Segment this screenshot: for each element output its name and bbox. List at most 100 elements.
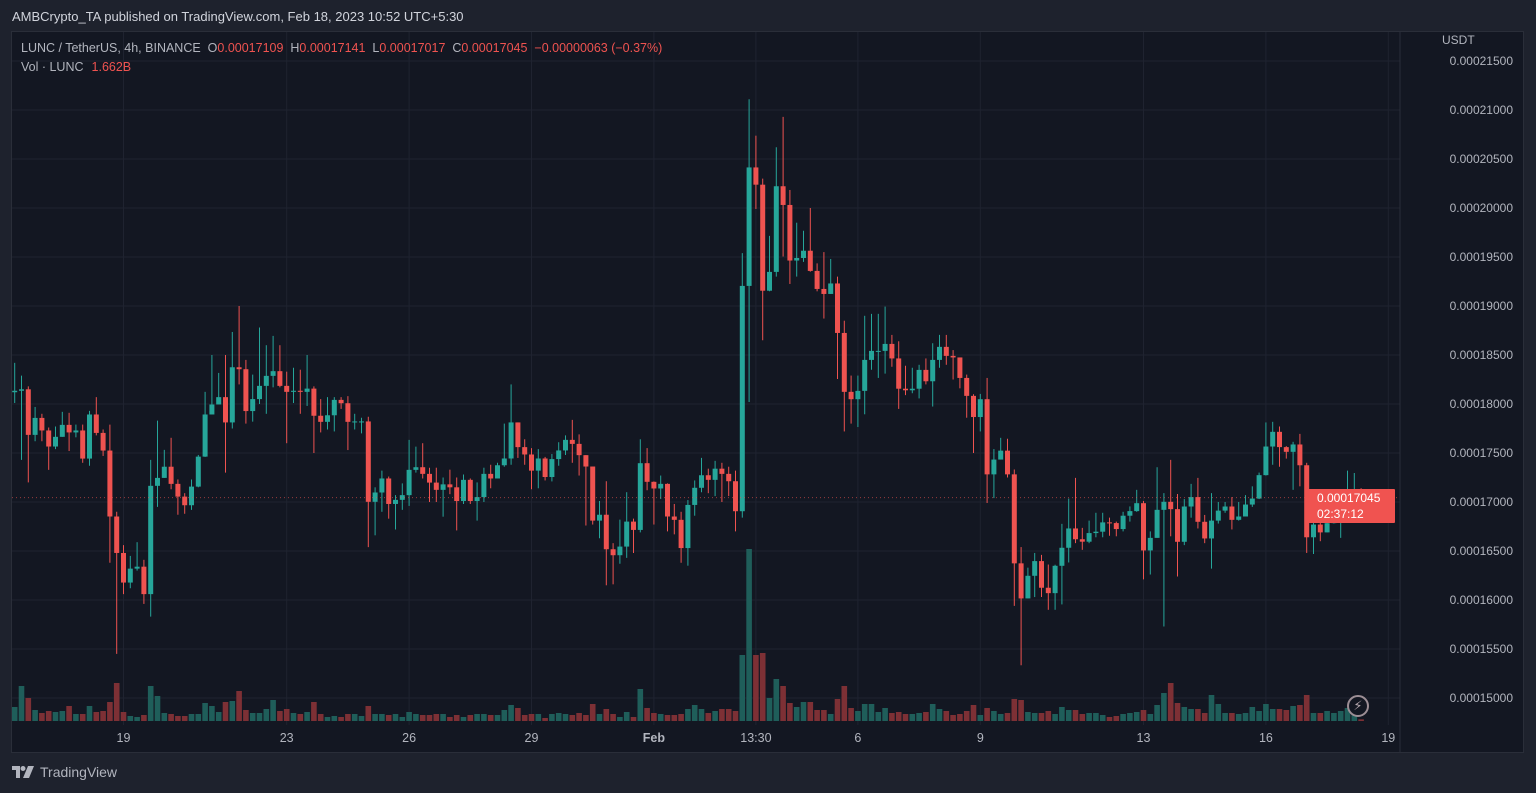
brand-name: TradingView: [40, 764, 118, 780]
candle: [1290, 441, 1296, 490]
candle-body: [270, 371, 276, 376]
time-axis: 19 23 26 29 Feb 13:30 6 9 13 16 19: [117, 731, 1396, 745]
volume-bar: [950, 715, 956, 721]
candle-body: [372, 492, 378, 502]
volume-bar: [399, 717, 406, 721]
candle: [1120, 511, 1126, 532]
volume-bar: [358, 716, 365, 721]
candle: [733, 470, 738, 532]
price-tick-label: 0.00021000: [1450, 103, 1514, 117]
volume-bar: [304, 712, 310, 721]
candle: [569, 419, 575, 463]
chart-frame[interactable]: [11, 31, 1524, 753]
candle: [168, 437, 174, 490]
candle: [1283, 446, 1289, 459]
volume-bar: [175, 716, 181, 721]
volume-bar: [25, 698, 32, 721]
price-tick-label: 0.00016000: [1450, 593, 1514, 607]
volume-bar: [1079, 714, 1086, 721]
volume-bar: [671, 715, 678, 721]
candle: [644, 448, 650, 491]
volume-bar: [1337, 711, 1344, 721]
candle-body: [202, 414, 208, 457]
volume-bar: [100, 711, 106, 721]
volume-bar: [195, 714, 202, 721]
grid-lines: [12, 32, 1400, 725]
candle: [223, 355, 228, 473]
candle-body: [814, 270, 820, 289]
candle-body: [488, 473, 494, 479]
candle: [773, 147, 779, 277]
volume-bar: [270, 700, 276, 721]
candle-body: [848, 391, 854, 400]
volume-bar: [12, 707, 18, 721]
volume-bar: [841, 686, 848, 721]
candle: [100, 429, 106, 456]
candle-body: [869, 350, 874, 360]
candle: [875, 313, 881, 378]
candle: [481, 467, 487, 502]
volume-bar: [229, 701, 236, 721]
candle-body: [705, 475, 711, 480]
volume-bar: [127, 716, 134, 721]
candle-body: [114, 516, 120, 553]
time-tick-label: 26: [402, 731, 416, 745]
volume-bar: [787, 703, 793, 721]
candle: [209, 355, 215, 415]
price-tick-label: 0.00019000: [1450, 299, 1514, 313]
volume-bar: [1025, 712, 1031, 721]
candle: [413, 446, 419, 473]
candle-body: [501, 458, 507, 466]
volume-bar: [698, 709, 705, 721]
candle: [46, 427, 52, 470]
candle-body: [1188, 497, 1194, 507]
candle-body: [1263, 446, 1269, 476]
candle: [59, 411, 65, 437]
candle-body: [807, 250, 813, 271]
volume-bar: [379, 714, 385, 721]
candle: [1066, 498, 1072, 563]
candle: [882, 306, 888, 374]
candle-body: [141, 566, 147, 595]
candle: [821, 252, 827, 319]
candle: [841, 320, 847, 432]
candle-body: [1222, 506, 1228, 511]
candle: [807, 208, 813, 272]
candle-body: [637, 463, 643, 530]
volume-bar: [1038, 713, 1045, 721]
candle: [189, 479, 194, 510]
candle-body: [529, 454, 534, 471]
volume-bar: [691, 705, 698, 721]
candle-body: [1229, 506, 1235, 520]
volume-bar: [59, 711, 66, 721]
volume-label[interactable]: Vol · LUNC: [21, 60, 84, 74]
candle-body: [19, 389, 24, 391]
volume-bar: [1181, 707, 1188, 721]
candle-body: [1086, 533, 1092, 542]
lightning-icon[interactable]: ⚡︎: [1347, 695, 1369, 717]
candle-body: [794, 257, 800, 261]
candle-body: [209, 404, 215, 415]
tradingview-logo[interactable]: TradingView: [12, 764, 117, 780]
candle-body: [447, 484, 453, 488]
candle: [964, 374, 970, 418]
volume-bar: [970, 705, 977, 721]
volume-bar: [120, 712, 127, 721]
last-price-tag: 0.00017045 02:37:12: [1306, 489, 1395, 523]
candle-body: [719, 468, 725, 474]
candle-body: [610, 549, 616, 556]
candle: [631, 518, 636, 553]
candle: [1229, 497, 1235, 530]
candle-body: [1127, 511, 1133, 516]
volume-bar: [549, 714, 555, 721]
candle: [767, 235, 772, 292]
candle-body: [535, 458, 541, 471]
candle: [794, 222, 800, 277]
symbol-label[interactable]: LUNC / TetherUS, 4h, BINANCE: [21, 41, 201, 55]
volume-bar: [453, 715, 460, 721]
volume-bar: [712, 711, 718, 721]
candle-body: [515, 422, 521, 448]
candle: [535, 449, 541, 489]
volume-bar: [963, 711, 970, 721]
